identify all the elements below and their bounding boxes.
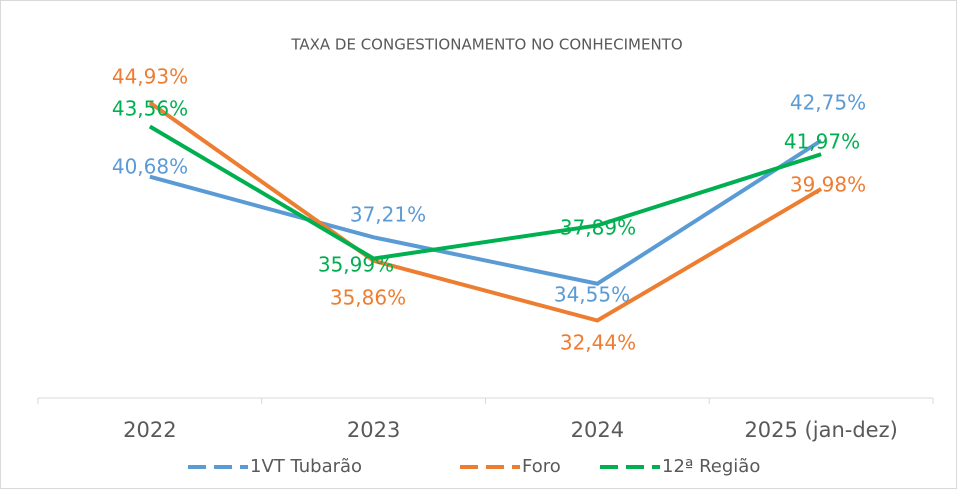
series-line (148, 100, 823, 323)
data-label: 34,55% (554, 283, 630, 307)
data-label: 44,93% (112, 65, 188, 89)
series-line (148, 124, 822, 261)
x-tick-label: 2023 (347, 418, 400, 442)
data-label: 42,75% (790, 91, 866, 115)
series-line (149, 138, 823, 286)
chart-title: TAXA DE CONGESTIONAMENTO NO CONHECIMENTO (290, 36, 682, 54)
legend-label: 1VT Tubarão (250, 456, 362, 477)
data-label: 39,98% (790, 173, 866, 197)
data-label: 35,99% (318, 253, 394, 277)
legend-label: Foro (522, 456, 561, 477)
x-tick-label: 2022 (123, 418, 176, 442)
data-label: 35,86% (330, 286, 406, 310)
data-label: 32,44% (560, 331, 636, 355)
x-tick-label: 2024 (571, 418, 624, 442)
data-label: 37,21% (350, 203, 426, 227)
data-label: 41,97% (784, 130, 860, 154)
data-label: 43,56% (112, 97, 188, 121)
legend-label: 12ª Região (662, 456, 760, 477)
data-label: 37,89% (560, 216, 636, 240)
x-tick-label: 2025 (jan-dez) (744, 418, 897, 442)
data-label: 40,68% (112, 155, 188, 179)
